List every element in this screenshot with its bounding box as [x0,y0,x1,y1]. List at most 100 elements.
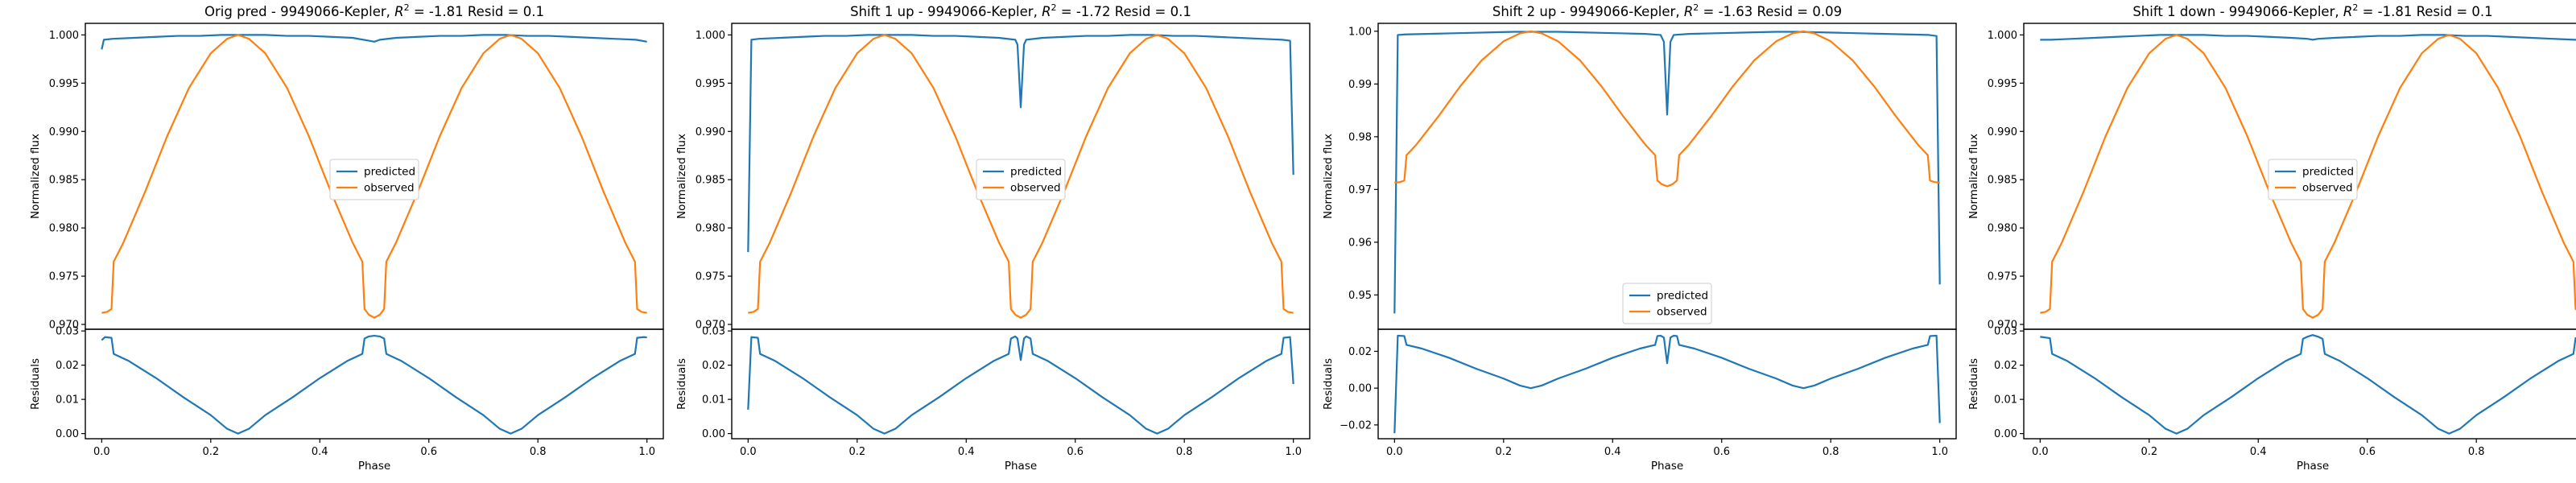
flux-ytick-label: 0.980 [1988,223,2017,235]
chart-panel-3: Shift 2 up - 9949066-Kepler, R2 = -1.63 … [1322,2,1957,473]
residuals-axes-frame [85,328,664,440]
legend: predicted observed [2268,159,2358,200]
residuals-axes-frame [731,328,1311,440]
xtick-label: 0.0 [2032,446,2049,458]
flux-ytick-label: 0.97 [1348,184,1372,196]
title-text: = -1.72 Resid = 0.1 [1057,4,1191,19]
flux-ylabel: Normalized flux [675,134,688,219]
legend: predicted observed [329,159,419,200]
xtick-label: 1.0 [1285,446,1302,458]
residuals-residual-line [2040,334,2576,435]
flux-ytick-label: 0.995 [49,78,79,90]
chart-title: Orig pred - 9949066-Kepler, R2 = -1.81 R… [204,2,544,19]
flux-ytick-label: 0.985 [49,175,79,187]
title-text: Shift 2 up - 9949066-Kepler, [1492,4,1684,19]
flux-ytick-label: 1.00 [1348,26,1372,38]
legend-frame [976,159,1066,200]
title-text: = -1.63 Resid = 0.09 [1699,4,1842,19]
flux-ytick-label: 0.975 [696,271,725,283]
xtick-label: 0.6 [1713,446,1730,458]
residuals-axes-frame [2023,328,2576,440]
xtick-label: 0.4 [312,446,328,458]
xlabel: Phase [1651,460,1683,473]
chart-panel-2: Shift 1 up - 9949066-Kepler, R2 = -1.72 … [675,2,1311,473]
residuals-ytick-label: 0.02 [702,360,725,372]
xtick-label: 0.6 [2359,446,2376,458]
chart-title: Shift 1 up - 9949066-Kepler, R2 = -1.72 … [850,2,1191,19]
flux-predicted-line [101,34,647,50]
xtick-label: 0.4 [2250,446,2267,458]
xtick-label: 0.8 [530,446,547,458]
legend-label-predicted: predicted [1010,166,1062,179]
title-text: = -1.81 Resid = 0.1 [2358,4,2492,19]
xtick-label: 0.6 [420,446,437,458]
flux-ytick-label: 0.99 [1348,79,1372,91]
legend-frame [329,159,419,200]
flux-ytick-label: 0.980 [696,223,725,235]
residuals-ytick-label: 0.02 [1348,346,1372,358]
residuals-residual-line [101,334,647,435]
residuals-ylabel: Residuals [1322,358,1335,410]
title-text: Shift 1 down - 9949066-Kepler, [2132,4,2343,19]
xlabel: Phase [2297,460,2329,473]
chart-title: Shift 1 down - 9949066-Kepler, R2 = -1.8… [2132,2,2492,19]
flux-ytick-label: 0.970 [696,320,725,332]
xtick-label: 0.2 [1495,446,1512,458]
flux-ytick-label: 0.975 [1988,271,2017,283]
residuals-ylabel: Residuals [1967,358,1980,410]
chart-panel-4: Shift 1 down - 9949066-Kepler, R2 = -1.8… [1967,2,2576,473]
xlabel: Phase [358,460,390,473]
title-text: Shift 1 up - 9949066-Kepler, [850,4,1042,19]
residuals-ylabel: Residuals [29,358,42,410]
title-superscript: 2 [1051,2,1057,13]
legend-frame [1622,283,1712,324]
flux-ytick-label: 0.95 [1348,290,1372,302]
residuals-subplot: 0.00 0.01 0.02 0.03 Residuals [29,326,664,440]
flux-ytick-label: 0.96 [1348,237,1372,249]
flux-ytick-label: 0.985 [1988,175,2017,187]
flux-ytick-label: 0.995 [1988,78,2017,90]
residuals-ytick-label: 0.00 [702,428,725,440]
flux-observed-line [748,34,1294,319]
title-superscript: 2 [1693,2,1699,13]
title-r-symbol: R [2343,4,2352,19]
legend-label-predicted: predicted [2302,166,2354,179]
chart-panel-1: Orig pred - 9949066-Kepler, R2 = -1.81 R… [29,2,664,473]
residuals-ylabel: Residuals [675,358,688,410]
residuals-ytick-label: 0.03 [702,326,725,338]
flux-ylabel: Normalized flux [1322,134,1335,219]
residuals-ytick-label: 0.00 [1348,383,1372,395]
residuals-axes-frame [1377,328,1957,440]
flux-ytick-label: 1.000 [1988,30,2017,42]
residuals-subplot: −0.02 0.00 0.02 Residuals [1322,328,1957,440]
xtick-label: 0.8 [2468,446,2485,458]
flux-predicted-line [1393,31,1941,314]
xtick-label: 0.4 [1604,446,1621,458]
legend-label-observed: observed [364,182,415,195]
residuals-ytick-label: 0.03 [56,326,79,338]
residuals-ytick-label: 0.01 [702,394,725,407]
flux-predicted-line [747,34,1294,253]
flux-ytick-label: 0.990 [696,126,725,138]
residuals-residual-line [747,335,1294,435]
xtick-label: 0.8 [1823,446,1839,458]
xtick-label: 0.2 [202,446,219,458]
residuals-ytick-label: 0.01 [1994,394,2017,407]
legend: predicted observed [976,159,1066,200]
flux-ytick-label: 0.98 [1348,131,1372,143]
title-r-symbol: R [1684,4,1693,19]
xtick-label: 0.0 [1386,446,1403,458]
legend-label-predicted: predicted [364,166,415,179]
xtick-label: 0.0 [740,446,757,458]
residuals-ytick-label: −0.02 [1340,419,1372,431]
legend-label-predicted: predicted [1657,290,1708,303]
flux-observed-line [101,34,647,319]
residuals-ytick-label: 0.00 [1994,428,2017,440]
flux-ytick-label: 0.990 [49,126,79,138]
legend-label-observed: observed [1010,182,1061,195]
xtick-label: 0.2 [2140,446,2157,458]
legend-frame [2268,159,2358,200]
xtick-label: 0.4 [958,446,975,458]
flux-subplot: 0.970 0.975 0.980 0.985 0.990 0.995 1.000 Norma… [29,23,664,332]
title-superscript: 2 [404,2,410,13]
